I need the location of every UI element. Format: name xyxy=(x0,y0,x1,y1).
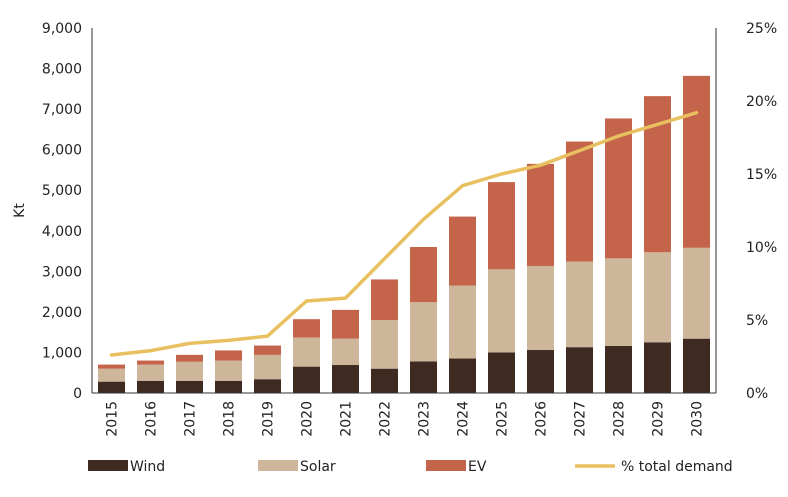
y-tick-label: 7,000 xyxy=(42,102,82,118)
x-tick-label: 2030 xyxy=(690,401,706,437)
bar-ev-2027 xyxy=(566,141,593,262)
x-tick-label: 2022 xyxy=(378,401,394,437)
legend-label-ev: EV xyxy=(468,459,487,475)
bar-ev-2024 xyxy=(449,216,476,286)
bar-ev-2019 xyxy=(254,345,281,355)
bar-wind-2027 xyxy=(566,347,593,393)
x-tick-label: 2021 xyxy=(339,401,355,437)
y-tick-label: 9,000 xyxy=(42,21,82,37)
y-tick-label: 8,000 xyxy=(42,62,82,78)
bar-solar-2020 xyxy=(293,337,320,367)
y-tick-label: 3,000 xyxy=(42,264,82,280)
legend: Wind Solar EV % total demand xyxy=(88,459,733,475)
bar-solar-2015 xyxy=(98,368,125,382)
x-tick-label: 2023 xyxy=(417,401,433,437)
legend-label-wind: Wind xyxy=(130,459,165,475)
x-tick-label: 2024 xyxy=(456,401,472,437)
legend-swatch-wind xyxy=(88,460,128,471)
bar-solar-2019 xyxy=(254,354,281,380)
bar-ev-2028 xyxy=(605,118,632,259)
x-tick-label: 2019 xyxy=(261,401,277,437)
demand-line xyxy=(109,110,699,357)
y2-tick-label: 15% xyxy=(746,167,777,183)
bar-solar-2029 xyxy=(644,252,671,343)
bar-solar-2025 xyxy=(488,269,515,353)
x-tick-label: 2015 xyxy=(105,401,121,437)
bar-solar-2026 xyxy=(527,266,554,351)
y2-tick-label: 25% xyxy=(746,21,777,37)
y-tick-label: 6,000 xyxy=(42,143,82,159)
bar-solar-2017 xyxy=(176,361,203,381)
demand-line-layer xyxy=(109,110,699,357)
bar-ev-2026 xyxy=(527,163,554,267)
bar-ev-2023 xyxy=(410,247,437,303)
bar-wind-2016 xyxy=(137,380,164,393)
bar-solar-2024 xyxy=(449,285,476,359)
bar-wind-2026 xyxy=(527,350,554,393)
y2-tick-label: 0% xyxy=(746,386,768,402)
x-tick-label: 2025 xyxy=(495,401,511,437)
bar-wind-2025 xyxy=(488,352,515,393)
bar-solar-2021 xyxy=(332,338,359,366)
bar-ev-2017 xyxy=(176,354,203,362)
bar-solar-2030 xyxy=(683,247,710,339)
bar-wind-2023 xyxy=(410,361,437,393)
bar-solar-2023 xyxy=(410,302,437,362)
y-tick-label: 5,000 xyxy=(42,183,82,199)
legend-swatch-solar xyxy=(258,460,298,471)
legend-swatch-ev xyxy=(426,460,466,471)
bar-wind-2017 xyxy=(176,380,203,393)
right-axis-ticks: 25% 20% 15% 10% 5% 0% xyxy=(746,21,777,402)
x-tick-label: 2017 xyxy=(183,401,199,437)
x-axis-ticks: 2015 2016 2017 2018 2019 2020 2021 2022 2023 2024… xyxy=(105,401,706,437)
left-axis-ticks: 9,000 8,000 7,000 6,000 5,000 4,000 3,000 2,000… xyxy=(42,21,82,402)
x-tick-label: 2029 xyxy=(651,401,667,437)
y-tick-label: 2,000 xyxy=(42,305,82,321)
x-tick-label: 2020 xyxy=(300,401,316,437)
bar-wind-2015 xyxy=(98,381,125,393)
bar-ev-2018 xyxy=(215,350,242,361)
bar-solar-2018 xyxy=(215,360,242,381)
x-tick-label: 2026 xyxy=(534,401,550,437)
x-tick-label: 2027 xyxy=(573,401,589,437)
bar-ev-2021 xyxy=(332,309,359,339)
y2-tick-label: 10% xyxy=(746,240,777,256)
bar-wind-2024 xyxy=(449,358,476,393)
y-axis-title: Kt xyxy=(12,203,28,218)
x-tick-label: 2018 xyxy=(222,401,238,437)
bar-wind-2030 xyxy=(683,338,710,393)
bars xyxy=(98,75,710,393)
bar-ev-2015 xyxy=(98,364,125,369)
y2-tick-label: 20% xyxy=(746,94,777,110)
bar-wind-2020 xyxy=(293,366,320,393)
bar-solar-2022 xyxy=(371,320,398,369)
bar-ev-2020 xyxy=(293,319,320,338)
legend-label-solar: Solar xyxy=(300,459,336,475)
y-tick-label: 4,000 xyxy=(42,224,82,240)
bar-solar-2027 xyxy=(566,261,593,348)
bar-wind-2021 xyxy=(332,365,359,393)
bar-ev-2022 xyxy=(371,279,398,320)
y-tick-label: 1,000 xyxy=(42,345,82,361)
y2-tick-label: 5% xyxy=(746,313,768,329)
bar-wind-2022 xyxy=(371,368,398,393)
bar-ev-2029 xyxy=(644,96,671,253)
bar-ev-2025 xyxy=(488,182,515,270)
bar-wind-2018 xyxy=(215,380,242,393)
x-tick-label: 2028 xyxy=(612,401,628,437)
y-tick-label: 0 xyxy=(73,386,82,402)
bar-ev-2030 xyxy=(683,75,710,248)
bar-wind-2019 xyxy=(254,379,281,393)
bar-solar-2028 xyxy=(605,258,632,346)
bar-solar-2016 xyxy=(137,364,164,381)
x-tick-label: 2016 xyxy=(144,401,160,437)
bar-ev-2016 xyxy=(137,360,164,365)
bar-wind-2029 xyxy=(644,342,671,393)
bar-wind-2028 xyxy=(605,345,632,393)
legend-label-total-demand: % total demand xyxy=(621,459,733,475)
